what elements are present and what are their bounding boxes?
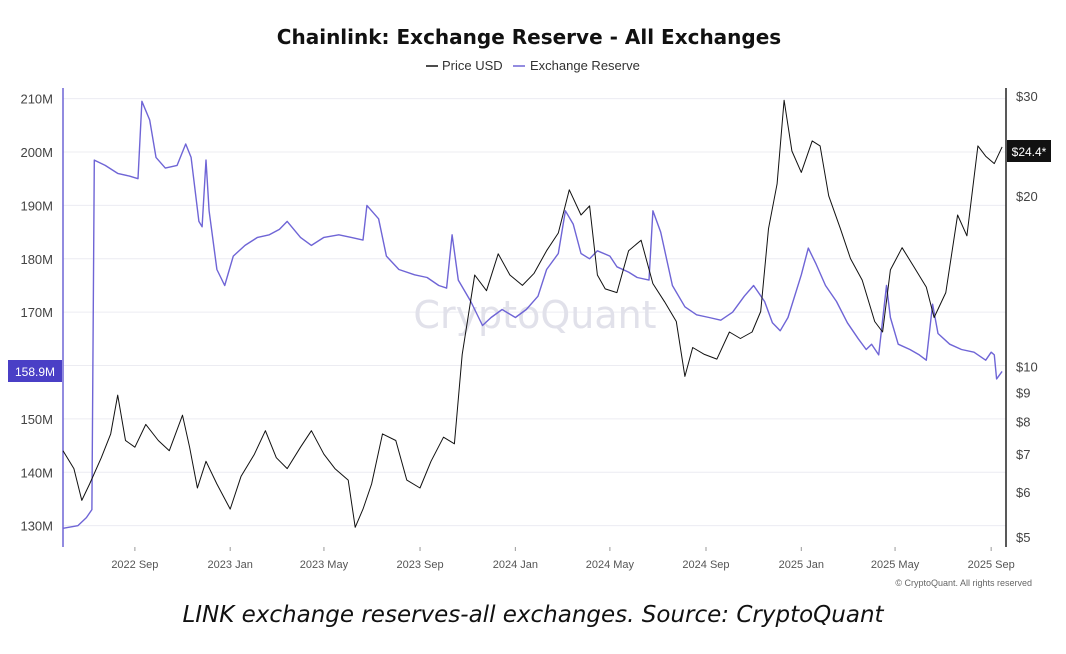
right-tick-label: $8 <box>1016 414 1030 429</box>
price-badge-label: $24.4* <box>1012 145 1047 159</box>
x-tick-label: 2023 Jan <box>208 559 253 571</box>
image-caption: LINK exchange reserves-all exchanges. So… <box>182 602 884 628</box>
right-axis-ticks: $30 $20 $10 $9 $8 $7 $6 $5 <box>1016 89 1038 545</box>
x-tick-label: 2025 Jan <box>779 559 824 571</box>
x-tick-label: 2023 May <box>300 559 349 571</box>
legend-reserve-label[interactable]: Exchange Reserve <box>530 58 640 73</box>
left-tick-label: 130M <box>20 519 53 534</box>
copyright-credit: © CryptoQuant. All rights reserved <box>895 578 1032 588</box>
x-tick-label: 2025 May <box>871 559 920 571</box>
left-tick-label: 210M <box>20 92 53 107</box>
chart: CryptoQuant Chainlink: Exchange Reserve … <box>8 25 1051 588</box>
x-axis-ticks: 2022 Sep 2023 Jan 2023 May 2023 Sep 2024 Jan… <box>111 547 1015 571</box>
right-tick-label: $9 <box>1016 385 1030 400</box>
gridlines <box>63 98 1006 527</box>
right-tick-label: $20 <box>1016 189 1038 204</box>
price-last-value-badge: $24.4* <box>1007 140 1051 162</box>
right-tick-label: $7 <box>1016 447 1030 462</box>
series <box>62 99 1003 529</box>
right-tick-label: $10 <box>1016 359 1038 374</box>
exchange-reserve-line <box>62 100 1003 529</box>
left-axis-ticks: 210M200M190M180M170M160M150M140M130M <box>20 92 53 534</box>
reserve-badge-label: 158.9M <box>15 365 55 379</box>
x-tick-label: 2025 Sep <box>968 559 1015 571</box>
chart-title: Chainlink: Exchange Reserve - All Exchan… <box>277 25 781 49</box>
legend-price-label[interactable]: Price USD <box>442 58 503 73</box>
x-tick-label: 2024 Sep <box>682 559 729 571</box>
left-tick-label: 190M <box>20 198 53 213</box>
left-tick-label: 140M <box>20 465 53 480</box>
reserve-badge-bg <box>8 360 62 382</box>
legend[interactable]: Price USD Exchange Reserve <box>426 58 640 73</box>
x-tick-label: 2023 Sep <box>396 559 443 571</box>
left-tick-label: 200M <box>20 145 53 160</box>
right-tick-label: $30 <box>1016 89 1038 104</box>
left-tick-label: 150M <box>20 412 53 427</box>
price-badge-bg <box>1007 140 1051 162</box>
price-usd-line <box>62 99 1003 528</box>
x-tick-label: 2024 May <box>586 559 635 571</box>
left-tick-label: 170M <box>20 305 53 320</box>
right-tick-label: $6 <box>1016 485 1030 500</box>
left-tick-label: 180M <box>20 252 53 267</box>
x-tick-label: 2024 Jan <box>493 559 538 571</box>
right-tick-label: $5 <box>1016 530 1030 545</box>
x-tick-label: 2022 Sep <box>111 559 158 571</box>
reserve-last-value-badge: 158.9M <box>8 360 62 382</box>
